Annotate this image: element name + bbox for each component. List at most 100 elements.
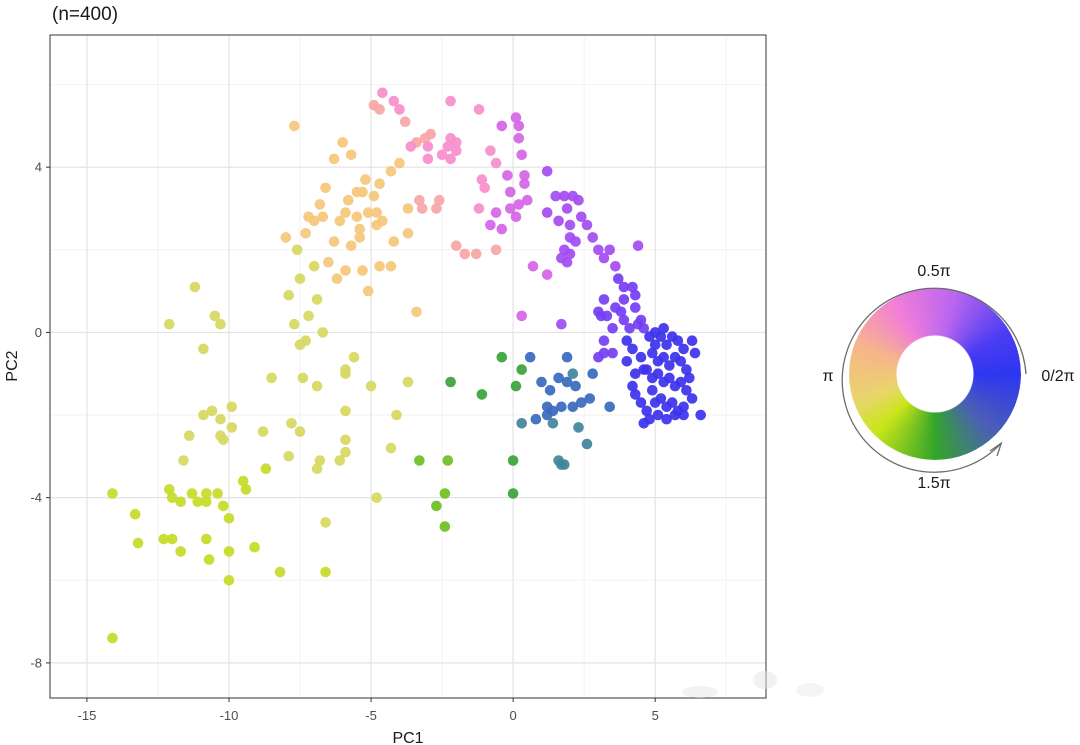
wheel-label-right: 0/2π [1041, 368, 1074, 385]
data-point [320, 517, 331, 528]
data-point [510, 211, 522, 223]
data-point [402, 203, 414, 214]
data-point [581, 438, 593, 450]
data-point [473, 203, 485, 214]
data-point [218, 434, 229, 446]
data-point [649, 339, 661, 351]
data-point [340, 364, 351, 375]
data-point [300, 335, 312, 347]
data-point [374, 104, 385, 115]
data-point [556, 252, 567, 264]
data-point [240, 484, 252, 495]
x-axis-title: PC1 [392, 730, 423, 745]
data-point [334, 215, 346, 227]
data-point [311, 294, 323, 305]
data-point [226, 422, 238, 433]
data-point [593, 351, 604, 363]
x-tick-label: 0 [510, 708, 517, 723]
data-point [283, 289, 295, 301]
data-point [675, 376, 687, 388]
data-point [343, 194, 354, 206]
data-point [638, 418, 650, 429]
data-point [425, 128, 437, 140]
data-point [198, 409, 209, 421]
data-point [354, 232, 366, 243]
data-point [473, 104, 485, 115]
data-point [618, 294, 630, 305]
data-point [496, 351, 508, 363]
data-point [510, 380, 522, 392]
data-point [573, 422, 584, 433]
data-point [422, 141, 434, 152]
data-point [490, 207, 502, 218]
data-point [530, 413, 542, 425]
data-point [334, 455, 346, 466]
data-point [348, 351, 360, 363]
data-point [655, 393, 667, 404]
data-point [331, 273, 343, 285]
y-tick-label: -8 [30, 655, 42, 670]
data-point [345, 149, 357, 161]
data-point [524, 351, 536, 363]
data-point [280, 232, 292, 243]
data-point [303, 310, 314, 322]
data-point [203, 554, 215, 565]
data-point [516, 364, 527, 375]
data-point [513, 120, 525, 132]
data-point [283, 451, 295, 462]
data-points [107, 87, 706, 644]
x-tick-label: -15 [78, 708, 97, 723]
data-point [371, 492, 383, 504]
data-point [576, 211, 587, 223]
data-point [328, 236, 340, 247]
data-point [374, 261, 385, 272]
data-point [681, 385, 692, 396]
data-point [496, 120, 508, 132]
data-point [652, 368, 664, 380]
data-point [297, 372, 309, 384]
data-point [351, 211, 363, 223]
data-point [340, 434, 351, 446]
data-point [201, 496, 212, 508]
data-point [550, 190, 561, 202]
x-tick-label: -5 [365, 708, 377, 723]
data-point [587, 368, 598, 380]
data-point [198, 343, 209, 355]
data-point [405, 141, 417, 152]
data-point [621, 335, 633, 347]
data-point [175, 546, 186, 557]
data-point [377, 215, 388, 227]
data-point [561, 351, 573, 363]
data-point [556, 401, 567, 413]
data-point [209, 310, 221, 322]
data-point [470, 248, 482, 260]
data-point [567, 368, 579, 380]
data-point [451, 240, 462, 251]
data-point [598, 252, 610, 264]
chart-subtitle: (n=400) [52, 4, 118, 25]
data-point [544, 385, 556, 396]
data-point [607, 347, 618, 359]
data-point [695, 409, 706, 421]
watermark-smudge [682, 671, 824, 698]
data-point [576, 397, 587, 408]
data-point [522, 194, 533, 206]
data-point [183, 430, 195, 442]
x-tick-label: 5 [652, 708, 659, 723]
data-point [649, 327, 661, 338]
data-point [439, 488, 451, 499]
direction-arrow-arc [841, 287, 1027, 473]
data-point [541, 166, 553, 177]
data-point [294, 426, 306, 437]
y-tick-label: 4 [35, 160, 42, 175]
data-point [556, 318, 567, 330]
data-point [516, 418, 527, 429]
data-point [664, 372, 675, 384]
data-point [414, 194, 425, 206]
data-point [445, 376, 456, 388]
data-point [186, 488, 198, 499]
data-point [308, 215, 320, 227]
data-point [587, 232, 598, 243]
data-point [541, 269, 553, 280]
